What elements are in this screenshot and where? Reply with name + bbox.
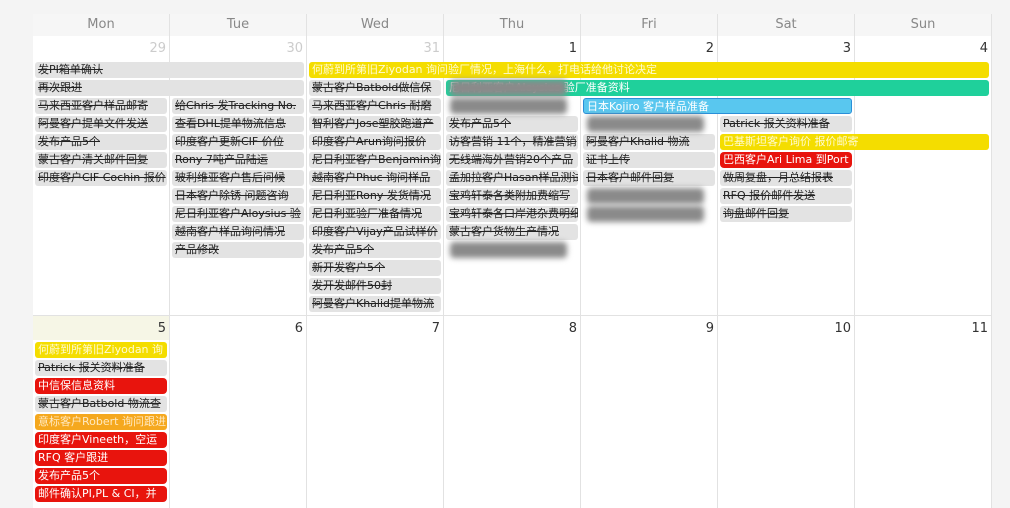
event[interactable]: 日本Kojiro 客户样品准备 (583, 98, 852, 114)
day-cell (855, 36, 992, 316)
day-cell (170, 316, 307, 508)
event[interactable]: 印度客户Arun询问报价 (309, 134, 441, 150)
event[interactable]: 何蔚到所第旧Ziyodan 询问验厂情况，上海什么，打电话给他讨论决定 (309, 62, 989, 78)
event[interactable]: 印度客户CIF Cochin 报价 (35, 170, 167, 186)
event[interactable]: 发PI箱单确认 (35, 62, 304, 78)
date-number: 30 (286, 41, 303, 56)
event[interactable]: 印度客户Vijay产品试样价 (309, 224, 441, 240)
event[interactable]: 玻利维亚客户售后问候 (172, 170, 304, 186)
blurred-event (587, 116, 704, 132)
event[interactable]: 马来西亚客户样品邮寄 (35, 98, 167, 114)
event[interactable]: 意标客户Robert 询问跟进 (35, 414, 167, 430)
date-number: 3 (842, 41, 851, 56)
event[interactable]: 阿曼客户提单文件发送 (35, 116, 167, 132)
event[interactable]: 邮件确认PI,PL & CI，并 (35, 486, 167, 502)
blurred-event (587, 206, 704, 222)
date-number: 2 (705, 41, 714, 56)
weekday-header: Sun (855, 14, 992, 36)
event[interactable]: 何蔚到所第旧Ziyodan 询 (35, 342, 167, 358)
event[interactable]: 蒙古客户Batbold 物流查 (35, 396, 167, 412)
event[interactable]: 巴基斯坦客户询价 报价邮寄 (720, 134, 989, 150)
event[interactable]: 发布产品5个 (35, 134, 167, 150)
event[interactable]: 中信保信息资料 (35, 378, 167, 394)
event[interactable]: 给Chris 发Tracking No. (172, 98, 304, 114)
blurred-event (450, 80, 567, 96)
day-cell (718, 316, 855, 508)
day-cell (855, 316, 992, 508)
event[interactable]: 尼日利亚客户Aloysius 验 (172, 206, 304, 222)
event[interactable]: 阿曼客户Khalid提单物流 (309, 296, 441, 312)
event[interactable]: Patrick 报关资料准备 (720, 116, 852, 132)
event[interactable]: 宝鸡轩泰各类附加费缩写 (446, 188, 578, 204)
event[interactable]: 智利客户Jose塑胶跑道产 (309, 116, 441, 132)
event[interactable]: RFQ 客户跟进 (35, 450, 167, 466)
event[interactable]: 宝鸡轩泰各口岸港杂费明细 (446, 206, 578, 222)
event[interactable]: 发开发邮件50封 (309, 278, 441, 294)
event[interactable]: 马来西亚客户Chris 耐磨 (309, 98, 441, 114)
date-number: 29 (149, 41, 166, 56)
date-number: 5 (157, 321, 166, 336)
event[interactable]: Patrick 报关资料准备 (35, 360, 167, 376)
event[interactable]: 访客营销 11个，精准营销 (446, 134, 578, 150)
event[interactable]: 查看DHL提单物流信息 (172, 116, 304, 132)
event[interactable]: 证书上传 (583, 152, 715, 168)
event[interactable]: 越南客户样品询问情况 (172, 224, 304, 240)
event[interactable]: 孟加拉客户Hasan样品测试 (446, 170, 578, 186)
event[interactable]: 印度客户更新CIF 价位 (172, 134, 304, 150)
date-number: 10 (834, 321, 851, 336)
date-number: 31 (423, 41, 440, 56)
weekday-header: Thu (444, 14, 581, 36)
blurred-event (587, 188, 704, 204)
date-number: 7 (431, 321, 440, 336)
weekday-header: Mon (33, 14, 170, 36)
weekday-header: Fri (581, 14, 718, 36)
event[interactable]: 发布产品5个 (309, 242, 441, 258)
date-number: 11 (971, 321, 988, 336)
event[interactable]: 产品修改 (172, 242, 304, 258)
event[interactable]: 巴西客户Ari Lima 到Port (720, 152, 852, 168)
event[interactable]: RFQ 报价邮件发送 (720, 188, 852, 204)
event[interactable]: 发布产品5个 (35, 468, 167, 484)
event[interactable]: 无线端海外营销20个产品 (446, 152, 578, 168)
date-number: 6 (294, 321, 303, 336)
weekday-header: Wed (307, 14, 444, 36)
day-cell (307, 316, 444, 508)
weekday-header: Sat (718, 14, 855, 36)
day-cell (581, 316, 718, 508)
event[interactable]: 做周复盘，月总结报表 (720, 170, 852, 186)
event[interactable]: 越南客户Phuc 询问样品 (309, 170, 441, 186)
event[interactable]: 日本客户邮件回复 (583, 170, 715, 186)
event[interactable]: 询盘邮件回复 (720, 206, 852, 222)
event[interactable]: 发布产品5个 (446, 116, 578, 132)
blurred-event (450, 242, 567, 258)
weekday-header: Tue (170, 14, 307, 36)
event[interactable]: 尼日利亚客户Benjamin询 (309, 152, 441, 168)
event[interactable]: 印度客户Vineeth，空运 (35, 432, 167, 448)
event[interactable]: 蒙古客户清关邮件回复 (35, 152, 167, 168)
date-number: 8 (568, 321, 577, 336)
event[interactable]: 蒙古客户货物生产情况 (446, 224, 578, 240)
date-number: 9 (705, 321, 714, 336)
today-highlight (33, 316, 169, 340)
event[interactable]: 蒙古客户Batbold做信保 (309, 80, 441, 96)
event[interactable]: 阿曼客户Khalid 物流 (583, 134, 715, 150)
date-number: 1 (568, 41, 577, 56)
date-number: 4 (979, 41, 988, 56)
event[interactable]: 再次跟进 (35, 80, 304, 96)
event[interactable]: 尼日利亚验厂准备情况 (309, 206, 441, 222)
blurred-event (450, 98, 567, 114)
event[interactable]: Rony 7吨产品陆运 (172, 152, 304, 168)
event[interactable]: 新开发客户5个 (309, 260, 441, 276)
event[interactable]: 尼日利亚Rony 发货情况 (309, 188, 441, 204)
event[interactable]: 日本客户除锈 问题咨询 (172, 188, 304, 204)
day-cell (444, 316, 581, 508)
